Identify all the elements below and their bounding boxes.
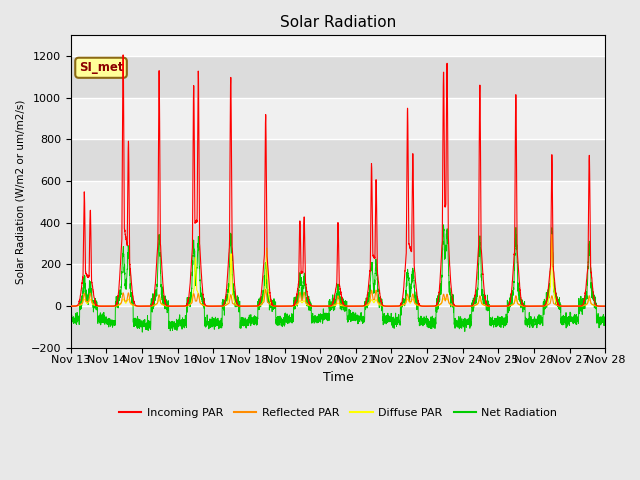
Bar [71, 264, 605, 306]
Bar [71, 56, 605, 98]
Bar [71, 140, 605, 181]
Legend: Incoming PAR, Reflected PAR, Diffuse PAR, Net Radiation: Incoming PAR, Reflected PAR, Diffuse PAR… [115, 403, 562, 422]
Y-axis label: Solar Radiation (W/m2 or um/m2/s): Solar Radiation (W/m2 or um/m2/s) [15, 99, 25, 284]
Text: SI_met: SI_met [79, 61, 124, 74]
Title: Solar Radiation: Solar Radiation [280, 15, 396, 30]
Bar [71, 306, 605, 348]
Bar [71, 181, 605, 223]
Bar [71, 223, 605, 264]
X-axis label: Time: Time [323, 371, 353, 384]
Bar [71, 98, 605, 140]
